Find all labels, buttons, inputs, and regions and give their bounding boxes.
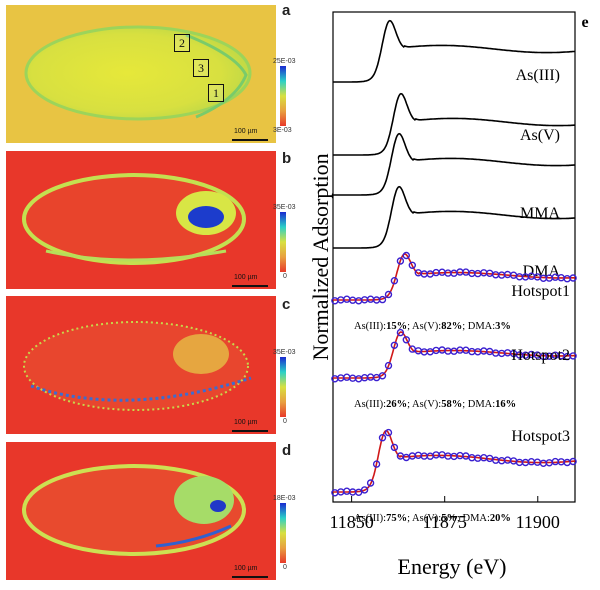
panel-label-a: a xyxy=(282,2,291,19)
data-point xyxy=(372,460,381,468)
roi-box: 3 xyxy=(193,59,209,77)
series-line xyxy=(333,185,576,249)
map-a-image xyxy=(6,5,276,143)
scale-label: 100 µm xyxy=(234,274,258,281)
colorbar-max: 35E-03 xyxy=(273,349,296,356)
x-tick-label: 11875 xyxy=(423,512,467,532)
scale-bar xyxy=(232,139,268,141)
scale-bar xyxy=(232,285,268,287)
data-point xyxy=(390,341,399,349)
colorbar-max: 35E-03 xyxy=(273,204,296,211)
data-point xyxy=(569,352,577,360)
colorbar-min: 0 xyxy=(283,273,287,280)
series-label: Hotspot1 xyxy=(511,283,570,300)
scale-bar xyxy=(232,576,268,578)
series-label: As(III) xyxy=(516,67,560,84)
fit-result-label: As(III):15%; As(V):82%; DMA:3% xyxy=(354,321,511,332)
colorbar-max: 25E-03 xyxy=(273,58,296,65)
colorbar-max: 18E-03 xyxy=(273,495,296,502)
data-point xyxy=(355,488,363,496)
data-point xyxy=(402,336,410,344)
data-point xyxy=(378,434,387,442)
colorbar-a xyxy=(280,66,286,126)
colorbar-min: 0 xyxy=(283,564,287,571)
series-line xyxy=(333,132,576,196)
map-panel-a xyxy=(6,5,276,143)
data-point xyxy=(569,457,577,466)
colorbar-c xyxy=(280,357,286,417)
colorbar-b xyxy=(280,212,286,272)
panel-label-d: d xyxy=(282,442,292,459)
data-point xyxy=(569,274,577,282)
scale-bar xyxy=(232,430,268,432)
map-panel-c xyxy=(6,296,276,434)
panel-label-b: b xyxy=(282,150,292,167)
data-point xyxy=(366,479,375,487)
scale-label: 100 µm xyxy=(234,128,258,135)
x-tick-label: 11850 xyxy=(329,512,373,532)
roi-box: 2 xyxy=(174,34,190,52)
data-point xyxy=(384,290,393,299)
series-label: Hotspot3 xyxy=(511,428,570,445)
fit-result-label: As(III):75%; As(V):5%; DMA:20% xyxy=(354,513,511,524)
series-label: As(V) xyxy=(520,127,560,144)
data-point xyxy=(563,275,571,283)
panel-label-c: c xyxy=(282,296,291,313)
colorbar-min: 0 xyxy=(283,418,287,425)
data-point xyxy=(396,328,405,337)
data-point xyxy=(360,486,369,494)
map-panel-b xyxy=(6,151,276,289)
data-point xyxy=(402,251,410,260)
scale-label: 100 µm xyxy=(234,419,258,426)
data-point xyxy=(378,295,387,304)
plot-frame xyxy=(332,11,576,503)
map-c-image xyxy=(6,296,276,434)
series-label: Hotspot2 xyxy=(511,347,570,364)
x-tick-label: 11900 xyxy=(516,512,560,532)
fit-result-label: As(III):26%; As(V):58%; DMA:16% xyxy=(354,399,516,410)
series-label: MMA xyxy=(520,205,560,222)
series-line xyxy=(333,19,576,83)
data-point xyxy=(378,372,387,380)
data-point xyxy=(384,361,393,370)
panel-label-e: e xyxy=(581,14,588,31)
map-d-image xyxy=(6,442,276,580)
x-axis-label: Energy (eV) xyxy=(398,554,507,579)
series-line xyxy=(333,92,576,156)
colorbar-min: 3E-03 xyxy=(273,127,292,134)
y-axis-label: Normalized Adsorption xyxy=(308,153,333,360)
data-point xyxy=(384,428,393,437)
map-panel-d xyxy=(6,442,276,580)
data-point xyxy=(408,261,416,269)
scale-label: 100 µm xyxy=(234,565,258,572)
data-point xyxy=(396,257,405,265)
data-point xyxy=(390,277,399,285)
data-point xyxy=(390,443,399,452)
roi-box: 1 xyxy=(208,84,224,102)
map-b-image xyxy=(6,151,276,289)
colorbar-d xyxy=(280,503,286,563)
